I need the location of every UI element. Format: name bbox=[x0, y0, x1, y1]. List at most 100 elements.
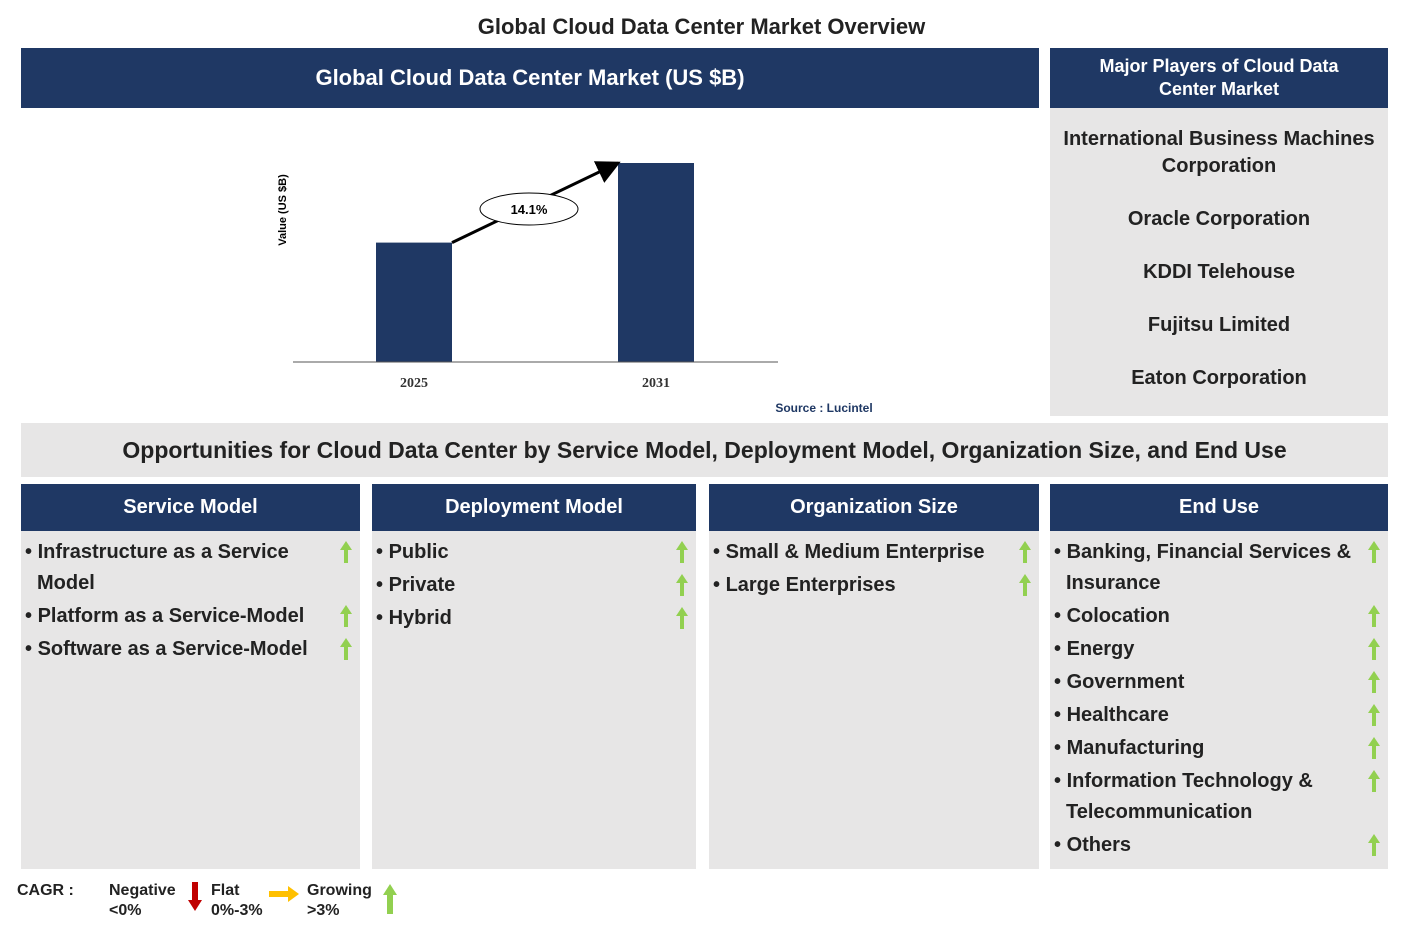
players-header: Major Players of Cloud Data Center Marke… bbox=[1050, 48, 1388, 108]
growth-arrow bbox=[1368, 671, 1380, 693]
item-text: Healthcare bbox=[1054, 700, 1169, 731]
list-item: Information Technology & Telecommunicati… bbox=[1054, 766, 1380, 828]
arrow-shape bbox=[340, 605, 352, 627]
list-item: Small & Medium Enterprise bbox=[713, 537, 1031, 568]
y-axis-label: Value (US $B) bbox=[277, 174, 289, 246]
column-body: Banking, Financial Services & InsuranceC… bbox=[1050, 531, 1388, 869]
legend-name: Growing bbox=[307, 882, 372, 899]
growth-arrow bbox=[1019, 574, 1031, 596]
item-text: Energy bbox=[1054, 634, 1135, 665]
list-item: Software as a Service-Model bbox=[25, 634, 352, 665]
arrow-shape bbox=[1368, 605, 1380, 627]
list-item: Infrastructure as a Service Model bbox=[25, 537, 352, 599]
item-text: Information Technology & Telecommunicati… bbox=[1054, 766, 1368, 828]
column-header: Deployment Model bbox=[372, 484, 696, 531]
arrow-shape bbox=[1368, 737, 1380, 759]
arrow-shape bbox=[340, 638, 352, 660]
bar bbox=[376, 242, 452, 362]
growth-arrow bbox=[676, 607, 688, 629]
list-item: Hybrid bbox=[376, 603, 688, 634]
arrow-shape bbox=[1368, 704, 1380, 726]
legend: CAGR : Negative <0% Flat 0%-3% Growing >… bbox=[17, 880, 437, 924]
growth-arrow bbox=[1368, 770, 1380, 792]
list-item: Manufacturing bbox=[1054, 733, 1380, 764]
growth-arrow bbox=[1368, 834, 1380, 856]
chart: Value (US $B) 2025 2031 14.1% Source : Lucin… bbox=[277, 161, 873, 415]
list-item: Private bbox=[376, 570, 688, 601]
item-text: Large Enterprises bbox=[713, 570, 896, 601]
players-panel: International Business Machines Corporat… bbox=[1050, 108, 1388, 416]
x-tick-label: 2031 bbox=[642, 376, 670, 391]
arrow-shape bbox=[1019, 574, 1031, 596]
item-text: Software as a Service-Model bbox=[25, 634, 308, 665]
player: Oracle Corporation bbox=[1127, 208, 1311, 230]
page-title: Global Cloud Data Center Market Overview bbox=[477, 14, 926, 39]
item-text: Colocation bbox=[1054, 601, 1170, 632]
arrow-shape bbox=[1368, 671, 1380, 693]
growth-arrow bbox=[340, 638, 352, 660]
list-item: Platform as a Service-Model bbox=[25, 601, 352, 632]
growth-arrow bbox=[676, 541, 688, 563]
arrow-shape bbox=[340, 541, 352, 563]
legend-range: 0%-3% bbox=[211, 902, 263, 919]
player: Fujitsu Limited bbox=[1147, 314, 1291, 336]
player: KDDI Telehouse bbox=[1143, 261, 1295, 283]
arrow-shape bbox=[676, 541, 688, 563]
item-text: Banking, Financial Services & Insurance bbox=[1054, 537, 1368, 599]
list-item: Energy bbox=[1054, 634, 1380, 665]
list-item: Large Enterprises bbox=[713, 570, 1031, 601]
chart-header: Global Cloud Data Center Market (US $B) bbox=[21, 48, 1039, 108]
x-tick-label: 2025 bbox=[400, 376, 428, 391]
legend-name: Flat bbox=[211, 882, 240, 899]
player: International Business Machines Corporat… bbox=[1063, 128, 1375, 177]
legend-label: CAGR : bbox=[17, 882, 74, 899]
column-header: Organization Size bbox=[709, 484, 1039, 531]
list-item: Healthcare bbox=[1054, 700, 1380, 731]
legend-name: Negative bbox=[109, 882, 176, 899]
growing-arrow bbox=[383, 884, 397, 914]
item-text: Government bbox=[1054, 667, 1185, 698]
column-body: Infrastructure as a Service ModelPlatfor… bbox=[21, 531, 360, 869]
arrow-shape bbox=[1019, 541, 1031, 563]
growth-arrow bbox=[340, 541, 352, 563]
source: Source : Lucintel bbox=[775, 401, 872, 415]
arrow-shape bbox=[676, 574, 688, 596]
player: Eaton Corporation bbox=[1131, 367, 1307, 389]
legend-range: >3% bbox=[307, 902, 340, 919]
item-text: Hybrid bbox=[376, 603, 452, 634]
item-text: Others bbox=[1054, 830, 1131, 861]
growth-arrow bbox=[1019, 541, 1031, 563]
negative-arrow bbox=[188, 882, 202, 911]
item-text: Manufacturing bbox=[1054, 733, 1205, 764]
growth-arrow bbox=[1368, 638, 1380, 660]
arrow-shape bbox=[1368, 770, 1380, 792]
list-item: Colocation bbox=[1054, 601, 1380, 632]
column-header: End Use bbox=[1050, 484, 1388, 531]
column-header: Service Model bbox=[21, 484, 360, 531]
item-text: Public bbox=[376, 537, 449, 568]
opportunities-banner: Opportunities for Cloud Data Center by S… bbox=[21, 423, 1388, 477]
bar bbox=[618, 163, 694, 362]
flat-arrow bbox=[269, 886, 299, 902]
item-text: Small & Medium Enterprise bbox=[713, 537, 985, 568]
column-body: Small & Medium EnterpriseLarge Enterpris… bbox=[709, 531, 1039, 869]
item-text: Infrastructure as a Service Model bbox=[25, 537, 340, 599]
growth-arrow bbox=[676, 574, 688, 596]
list-item: Public bbox=[376, 537, 688, 568]
list-item: Government bbox=[1054, 667, 1380, 698]
arrow-shape bbox=[1368, 638, 1380, 660]
growth-arrow bbox=[340, 605, 352, 627]
growth-arrow bbox=[1368, 704, 1380, 726]
growth-arrow bbox=[1368, 541, 1380, 563]
arrow-shape bbox=[676, 607, 688, 629]
item-text: Private bbox=[376, 570, 456, 601]
growth-arrow bbox=[1368, 737, 1380, 759]
legend-range: <0% bbox=[109, 902, 142, 919]
growth-arrow bbox=[1368, 605, 1380, 627]
arrow-shape bbox=[1368, 834, 1380, 856]
cagr-ellipse bbox=[479, 192, 579, 226]
arrow-shape bbox=[1368, 541, 1380, 563]
item-text: Platform as a Service-Model bbox=[25, 601, 305, 632]
